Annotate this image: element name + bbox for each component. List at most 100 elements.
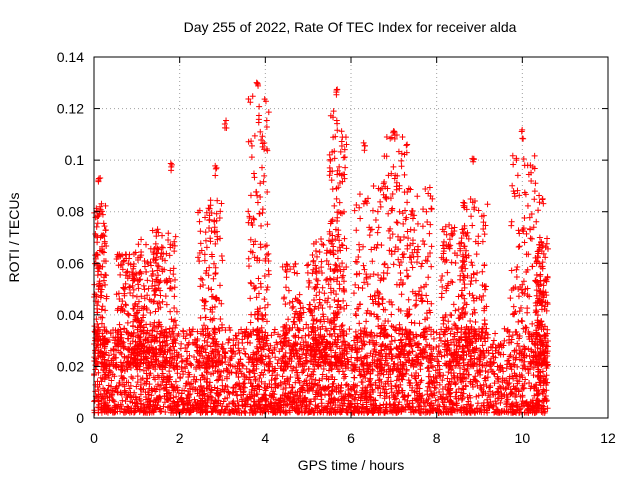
data-point [499,379,506,386]
data-point [406,400,413,407]
data-point [388,338,395,345]
data-point [511,370,518,377]
data-point [211,384,218,391]
data-point [364,384,371,391]
data-point [183,348,190,355]
data-point [438,337,445,344]
data-point [134,379,141,386]
data-point [426,368,433,375]
data-point [246,369,253,376]
data-point [492,330,499,337]
data-point [104,409,111,416]
data-point [450,406,457,413]
data-point [386,394,393,401]
data-point [328,388,335,395]
data-point [272,354,279,361]
data-point [380,371,387,378]
data-point [119,397,126,404]
data-point [406,382,413,389]
data-point [216,373,223,380]
data-point [167,409,174,416]
data-point [279,373,286,380]
data-point [359,404,366,411]
data-point [351,374,358,381]
data-point [269,350,276,357]
data-point [491,359,498,366]
data-point [354,382,361,389]
data-point [418,377,425,384]
data-point [101,367,108,374]
data-point [436,362,443,369]
data-point [378,342,385,349]
data-point [162,342,169,349]
data-point [224,384,231,391]
data-point [289,384,296,391]
data-point [489,344,496,351]
data-point [289,384,296,391]
data-point [359,384,366,391]
data-point [142,396,149,403]
data-point [352,396,359,403]
data-point [495,389,502,396]
data-point [280,368,287,375]
data-point [391,396,398,403]
data-point [405,377,412,384]
data-point [507,352,514,359]
data-point [489,350,496,357]
data-point [329,381,336,388]
data-point [157,405,164,412]
data-point [126,385,133,392]
data-point [385,374,392,381]
data-point [504,326,511,333]
data-point [152,376,159,383]
data-point [418,397,425,404]
data-point [312,376,319,383]
data-point [503,391,510,398]
data-point [277,381,284,388]
data-point [204,369,211,376]
data-point [543,382,550,389]
data-point [259,396,266,403]
data-point [403,367,410,374]
data-point [160,403,167,410]
data-point [105,382,112,389]
data-point [230,337,237,344]
data-point [154,383,161,390]
data-point [223,403,230,410]
data-point [514,380,521,387]
data-point [432,367,439,374]
data-point [182,382,189,389]
data-point [200,355,207,362]
data-point [544,326,551,333]
data-point [258,378,265,385]
data-point [328,405,335,412]
data-point [392,382,399,389]
data-point [92,388,99,395]
data-point [280,386,287,393]
data-point [130,394,137,401]
data-point [348,354,355,361]
data-point [239,361,246,368]
data-point [310,408,317,415]
data-point [474,400,481,407]
data-point [179,357,186,364]
data-point [362,388,369,395]
data-point [416,401,423,408]
data-point [187,332,194,339]
data-point [495,394,502,401]
data-point [285,337,292,344]
data-point [540,386,547,393]
data-points [91,79,551,416]
data-point [172,378,179,385]
data-point [388,385,395,392]
data-point [220,367,227,374]
data-point [214,377,221,384]
data-point [437,373,444,380]
data-point [243,365,250,372]
data-point [526,379,533,386]
data-point [191,396,198,403]
data-point [493,400,500,407]
data-point [290,350,297,357]
data-point [464,365,471,372]
data-point [179,327,186,334]
